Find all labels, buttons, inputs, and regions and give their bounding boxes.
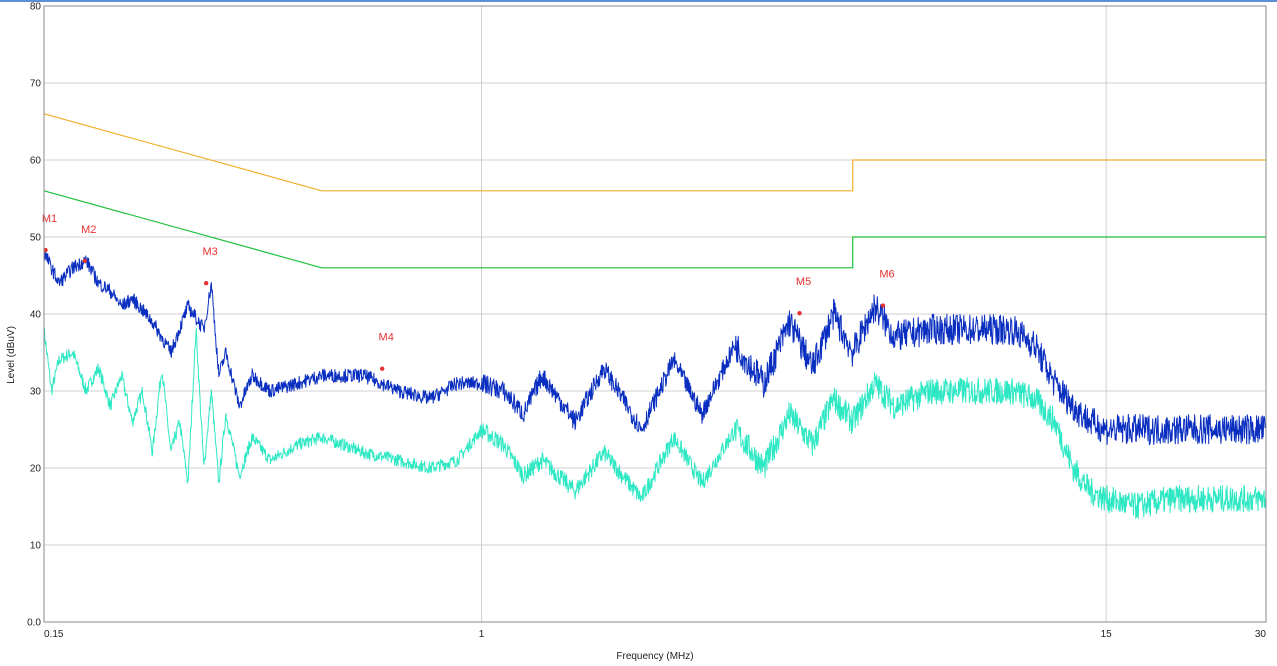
x-tick-label: 1 xyxy=(479,629,485,640)
qp-limit-line xyxy=(43,113,1266,192)
marker-label: M2 xyxy=(81,224,96,236)
avg-trace-line xyxy=(43,327,1267,519)
marker-label: M3 xyxy=(203,246,218,258)
x-tick-label: 0.15 xyxy=(44,629,64,640)
marker-point xyxy=(797,311,802,316)
y-tick-label: 60 xyxy=(30,156,42,167)
y-tick-label: 20 xyxy=(30,464,42,475)
peak-trace-line xyxy=(43,251,1267,446)
marker-layer: M1 M2 M3 M4 M5 M6 xyxy=(42,213,895,371)
marker-label: M5 xyxy=(796,276,811,288)
x-tick-label: 15 xyxy=(1101,629,1113,640)
y-tick-label: 40 xyxy=(30,310,42,321)
tick-label-layer: 0.0 10 20 30 40 50 60 70 80 0.15 1 15 30 xyxy=(27,2,1266,641)
limit-lines-layer xyxy=(43,113,1266,269)
marker-point xyxy=(880,303,886,308)
y-tick-label: 80 xyxy=(30,2,42,13)
trace-layer xyxy=(43,251,1267,519)
y-tick-label: 30 xyxy=(30,387,42,398)
x-tick-label: 30 xyxy=(1255,629,1267,640)
window-top-border xyxy=(0,0,1277,2)
marker-label: M6 xyxy=(879,269,894,281)
y-tick-label: 70 xyxy=(30,79,42,90)
avg-limit-line xyxy=(43,190,1266,269)
x-axis-title: Frequency (MHz) xyxy=(616,651,693,662)
y-tick-label: 0.0 xyxy=(27,618,41,629)
grid-layer xyxy=(43,5,1267,623)
marker-label: M1 xyxy=(42,213,57,225)
marker-label: M4 xyxy=(379,332,394,344)
marker-point xyxy=(203,281,209,286)
marker-point xyxy=(379,366,385,371)
plot-frame xyxy=(43,5,1267,623)
marker-point xyxy=(82,258,87,264)
y-tick-label: 10 xyxy=(30,541,42,552)
y-tick-label: 50 xyxy=(30,233,42,244)
y-axis-title: Level (dBuV) xyxy=(6,326,17,384)
